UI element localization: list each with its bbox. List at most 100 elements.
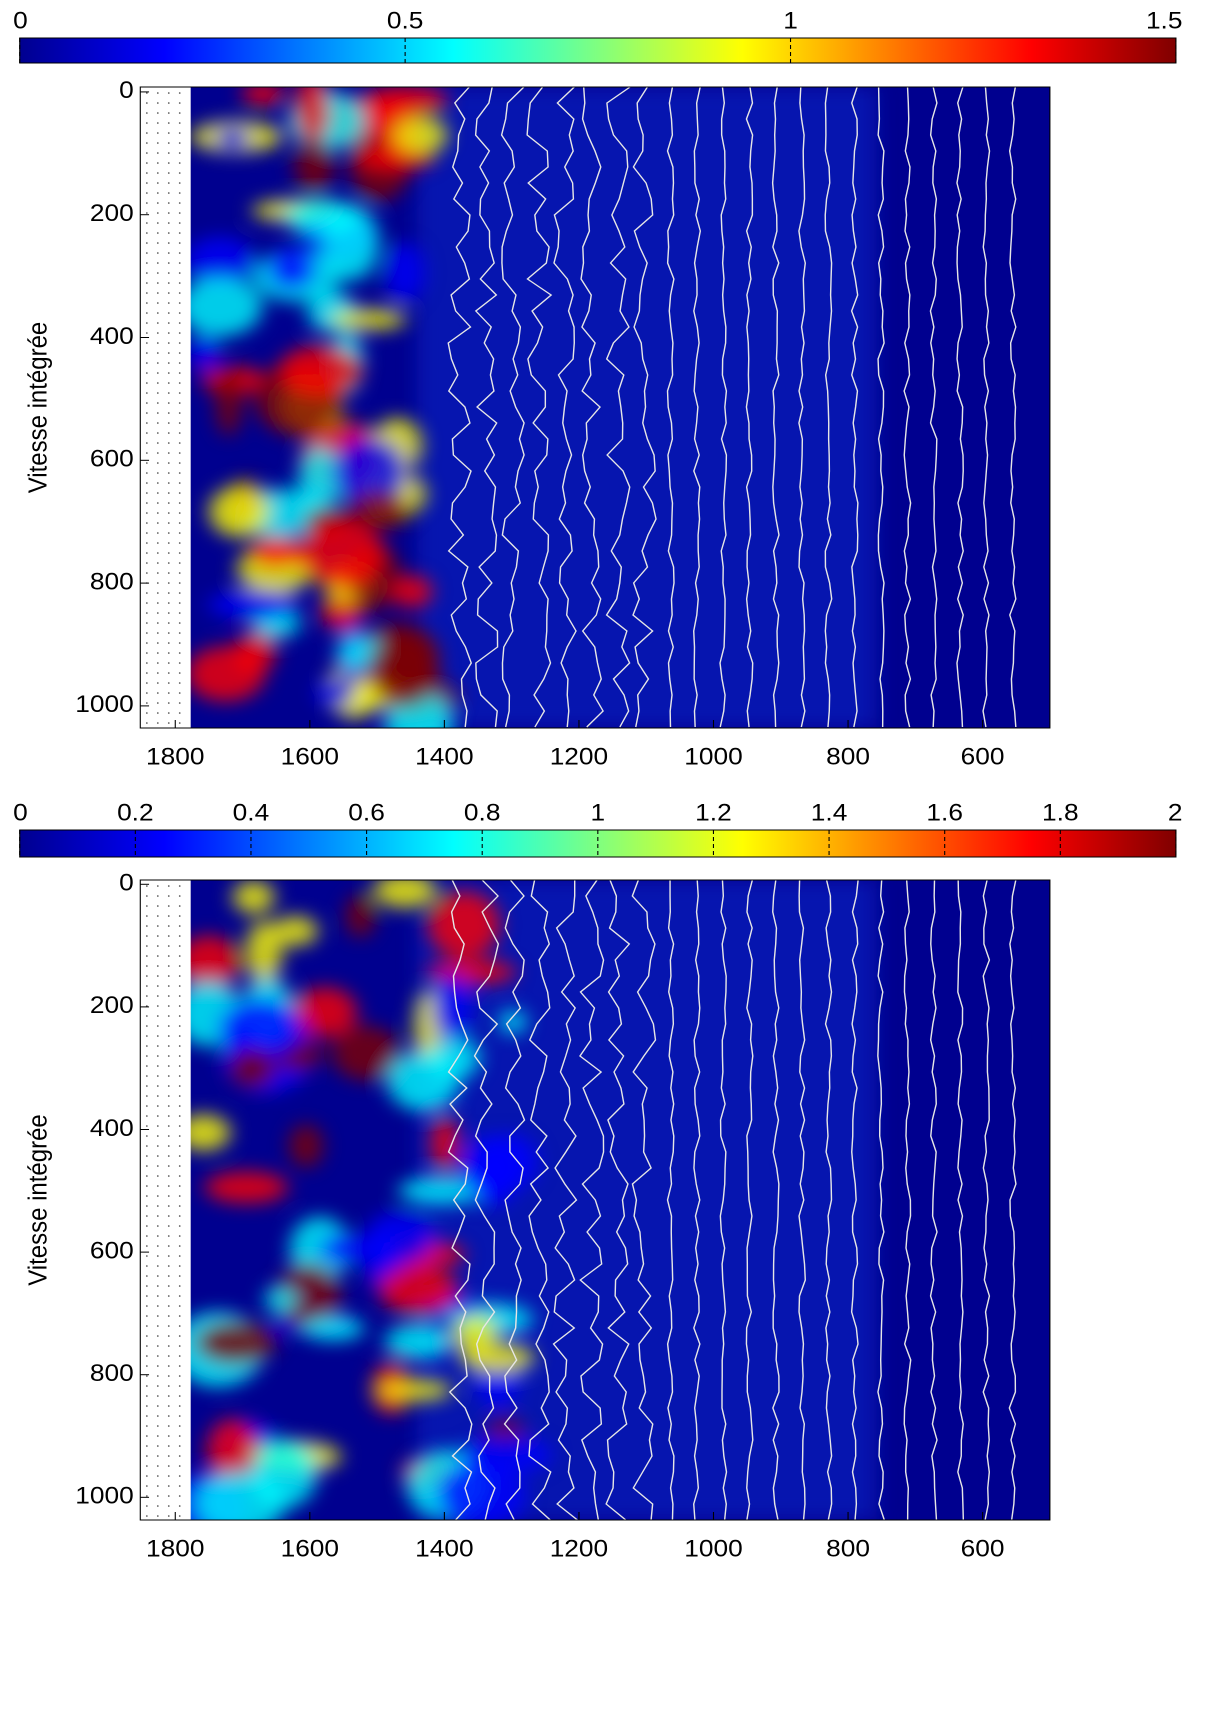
- mask-dot: [178, 1055, 181, 1057]
- mask-dot: [156, 1115, 159, 1117]
- y-tick-label: 0: [119, 870, 134, 897]
- x-tick-label: 1000: [684, 743, 742, 770]
- mask-dot: [156, 372, 159, 374]
- field-blob: [386, 1051, 460, 1112]
- field-blobs: [177, 87, 459, 728]
- mask-dot: [167, 995, 170, 997]
- field-blob: [275, 1263, 341, 1330]
- field-blob: [294, 138, 335, 193]
- mask-dot: [145, 442, 148, 444]
- mask-dot: [167, 522, 170, 524]
- field-blob: [432, 973, 471, 1040]
- mask-dot: [145, 512, 148, 514]
- mask-dot: [145, 915, 148, 917]
- field-blob: [427, 891, 500, 959]
- mask-dot: [167, 542, 170, 544]
- mask-dot: [145, 1285, 148, 1287]
- field-blob: [185, 236, 255, 288]
- mask-dot: [156, 1465, 159, 1467]
- contour-line: [850, 87, 859, 728]
- mask-dot: [167, 1185, 170, 1187]
- mask-dot: [145, 1405, 148, 1407]
- mask-dot: [167, 1035, 170, 1037]
- mask-dot: [167, 272, 170, 274]
- mask-dot: [145, 1025, 148, 1027]
- mask-dot: [178, 1005, 181, 1007]
- mask-dot: [167, 672, 170, 674]
- mask-dot: [178, 312, 181, 314]
- mask-dot: [167, 662, 170, 664]
- mask-dot: [167, 1305, 170, 1307]
- mask-dot: [178, 1115, 181, 1117]
- mask-dot: [167, 1325, 170, 1327]
- mask-dot: [145, 1155, 148, 1157]
- x-tick-label: 1400: [415, 1535, 473, 1562]
- y-axis-label: Vitesse intégrée: [23, 1114, 52, 1286]
- mask-dot: [178, 672, 181, 674]
- mask-dot: [178, 372, 181, 374]
- mask-dot: [145, 192, 148, 194]
- field-blob: [217, 998, 304, 1061]
- mask-dot: [167, 895, 170, 897]
- mask-dot: [145, 452, 148, 454]
- contour-line: [719, 880, 728, 1520]
- contour-line: [693, 880, 701, 1520]
- mask-dot: [178, 502, 181, 504]
- mask-dot: [167, 1145, 170, 1147]
- colorbar-tick-label: 1.4: [811, 799, 848, 826]
- contour-line: [929, 880, 938, 1520]
- mask-dot: [145, 312, 148, 314]
- mask-dot: [178, 1195, 181, 1197]
- mask-dot: [167, 1095, 170, 1097]
- mask-dot: [178, 422, 181, 424]
- mask-dot: [178, 1305, 181, 1307]
- mask-dot: [156, 1105, 159, 1107]
- mask-dot: [167, 392, 170, 394]
- field-blob: [208, 590, 299, 619]
- mask-dot: [145, 652, 148, 654]
- mask-dot: [167, 712, 170, 714]
- contour-line: [447, 87, 473, 728]
- y-tick-label: 1000: [75, 1483, 133, 1510]
- mask-dot: [145, 372, 148, 374]
- mask-dot: [156, 342, 159, 344]
- mask-dot: [156, 1065, 159, 1067]
- mask-dot: [145, 995, 148, 997]
- mask-dot: [145, 352, 148, 354]
- mask-dot: [156, 1485, 159, 1487]
- field-blob: [272, 915, 318, 947]
- mask-dot: [178, 292, 181, 294]
- mask-dot: [156, 642, 159, 644]
- mask-dot: [156, 1295, 159, 1297]
- mask-dot: [167, 232, 170, 234]
- mask-dot: [178, 592, 181, 594]
- mask-dot: [178, 232, 181, 234]
- mask-dot: [145, 562, 148, 564]
- field-blob: [330, 308, 407, 331]
- mask-dot: [178, 955, 181, 957]
- mask-dot: [178, 1025, 181, 1027]
- colorbar-tick-label: 1.6: [926, 799, 963, 826]
- mask-dot: [156, 1205, 159, 1207]
- contour-line: [772, 880, 780, 1520]
- mask-dot: [167, 262, 170, 264]
- mask-dot: [145, 532, 148, 534]
- mask-dot: [167, 1435, 170, 1437]
- mask-dot: [167, 682, 170, 684]
- mask-dot: [156, 1015, 159, 1017]
- mask-dot: [178, 1155, 181, 1157]
- mask-dot: [167, 382, 170, 384]
- mask-dot: [156, 532, 159, 534]
- mask-dot: [156, 702, 159, 704]
- contour-line: [956, 87, 964, 728]
- mask-dot: [167, 602, 170, 604]
- mask-dot: [178, 702, 181, 704]
- mask-dot: [167, 1015, 170, 1017]
- mask-dot: [145, 482, 148, 484]
- mask-dot: [145, 252, 148, 254]
- mask-dot: [156, 925, 159, 927]
- colorbar-tick-label: 1.5: [1146, 7, 1183, 34]
- mask-dot: [145, 142, 148, 144]
- mask-dot: [178, 642, 181, 644]
- mask-dot: [178, 975, 181, 977]
